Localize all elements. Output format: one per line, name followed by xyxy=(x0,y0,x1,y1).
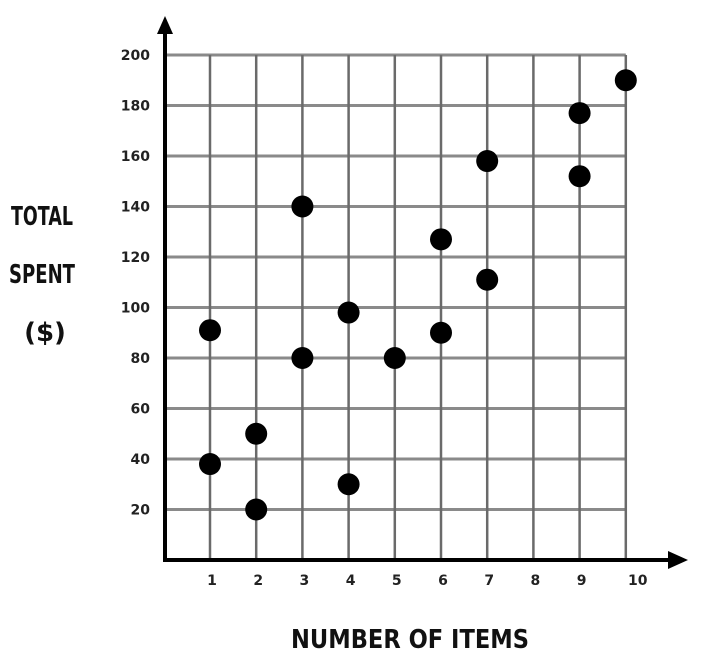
y-axis-label-line-1: TOTAL xyxy=(11,202,73,232)
data-point xyxy=(383,347,406,369)
data-point xyxy=(199,319,221,342)
grid xyxy=(165,53,628,560)
y-tick-label: 80 xyxy=(131,351,151,367)
y-tick-label: 20 xyxy=(131,503,151,519)
x-axis-label: NUMBER OF ITEMS xyxy=(291,625,529,655)
x-tick-label: 5 xyxy=(392,573,402,589)
axes xyxy=(157,16,688,569)
x-tick-label: 3 xyxy=(300,573,310,589)
x-tick-label: 8 xyxy=(531,573,541,589)
data-point xyxy=(476,268,499,291)
y-tick-label: 100 xyxy=(121,301,150,317)
y-axis-label-line-3: ($) xyxy=(24,318,66,348)
data-point xyxy=(199,453,221,476)
data-point xyxy=(245,422,268,445)
data-point xyxy=(430,321,452,344)
data-point xyxy=(476,150,499,173)
data-point xyxy=(568,102,591,125)
data-point xyxy=(568,165,591,188)
x-tick-label: 6 xyxy=(438,573,448,589)
tick-labels: 20 40 60 80 100 120 140 160 180 200 1 2 3 4 5 6 7 8 9 10 xyxy=(121,48,648,589)
y-tick-label: 200 xyxy=(121,48,150,64)
x-tick-label: 4 xyxy=(346,573,356,589)
y-tick-label: 160 xyxy=(121,149,150,165)
data-point xyxy=(337,301,360,324)
data-point xyxy=(614,69,637,92)
x-tick-label: 7 xyxy=(484,573,494,589)
data-point xyxy=(291,195,314,218)
x-tick-label: 1 xyxy=(207,573,217,589)
data-point xyxy=(291,347,314,369)
data-point xyxy=(337,473,360,496)
y-axis-label-line-2: SPENT xyxy=(9,260,75,290)
y-tick-label: 140 xyxy=(121,200,150,216)
y-axis-arrow xyxy=(157,16,173,34)
data-point xyxy=(430,228,452,251)
x-tick-label: 10 xyxy=(628,573,648,589)
x-tick-label: 2 xyxy=(253,573,263,589)
y-tick-label: 120 xyxy=(121,250,150,266)
x-tick-label: 9 xyxy=(577,573,587,589)
y-tick-label: 60 xyxy=(131,402,151,418)
x-axis-arrow xyxy=(668,551,688,569)
data-point xyxy=(245,498,268,521)
y-tick-label: 180 xyxy=(121,99,150,115)
data-points xyxy=(199,69,637,521)
y-tick-label: 40 xyxy=(131,452,151,468)
